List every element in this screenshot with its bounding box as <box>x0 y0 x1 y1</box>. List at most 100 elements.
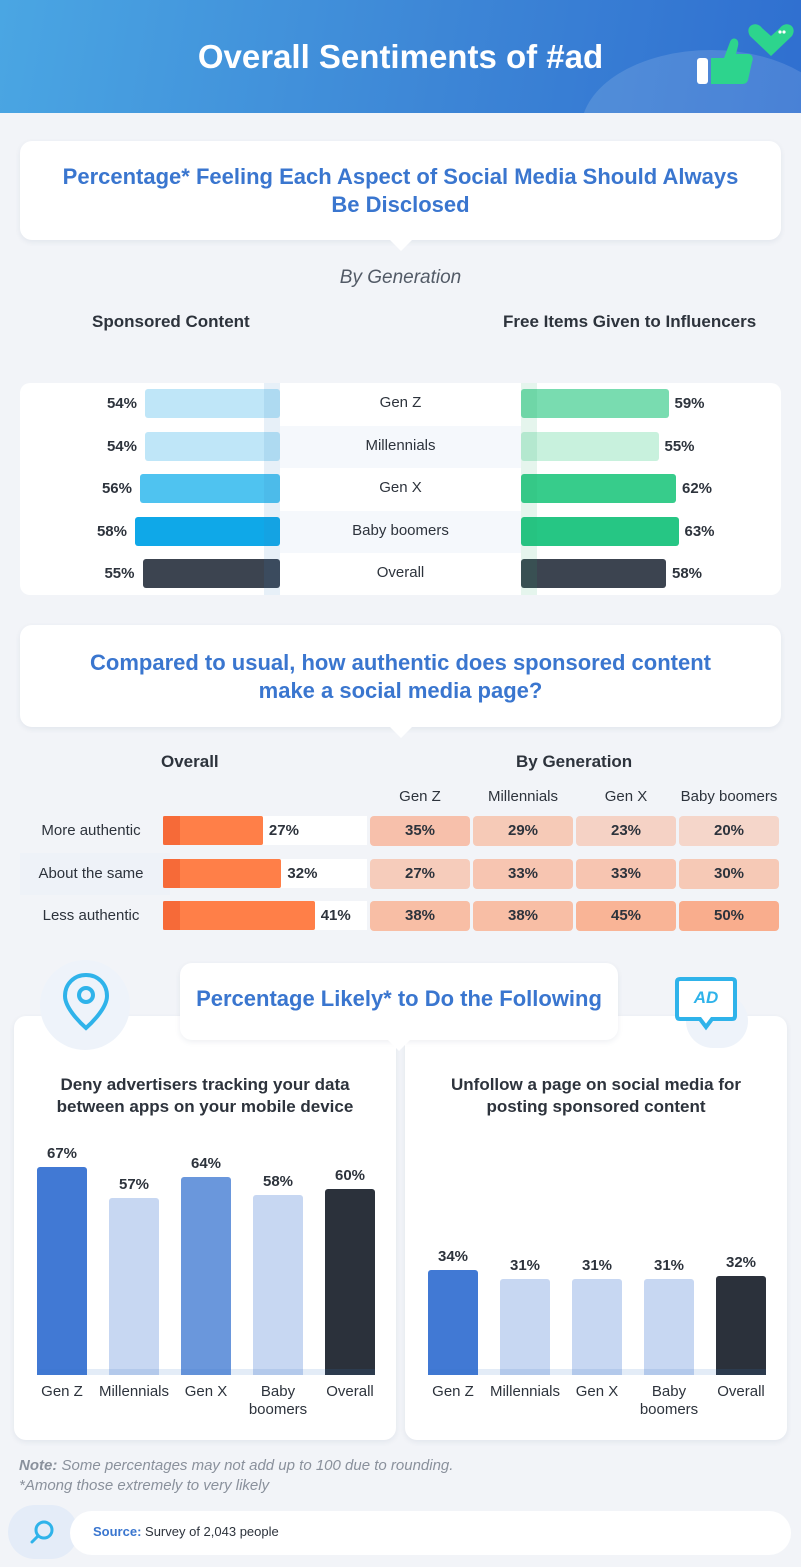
unfollow-category-label: Gen Z <box>432 1383 474 1400</box>
unfollow-bar <box>572 1278 622 1375</box>
overall-value-label: 41% <box>320 907 351 924</box>
asterisk-note: *Among those extremely to very likely <box>19 1477 270 1494</box>
overall-bar <box>163 901 315 930</box>
location-pin-icon <box>62 972 110 1031</box>
free-items-bar <box>521 559 666 588</box>
free-items-value-label: 59% <box>674 395 705 412</box>
deny-category-label: Baby boomers <box>248 1383 308 1418</box>
deny-category-label: Gen X <box>184 1383 228 1400</box>
section1-subtitle: By Generation <box>339 267 462 288</box>
sponsored-bar <box>145 389 280 418</box>
generation-cell: 35% <box>370 816 470 846</box>
page-title: Overall Sentiments of #ad <box>197 38 604 75</box>
deny-value-label: 60% <box>334 1167 366 1184</box>
unfollow-category-label: Baby boomers <box>639 1383 699 1418</box>
by-generation-heading: By Generation <box>516 752 633 771</box>
generation-column-header: Gen Z <box>399 788 441 805</box>
unfollow-value-label: 34% <box>437 1247 469 1265</box>
generation-label: Overall <box>376 564 425 581</box>
right-divider <box>521 383 537 595</box>
generation-cell: 20% <box>679 816 779 846</box>
overall-value-label: 27% <box>268 822 299 839</box>
deny-bar <box>253 1195 303 1375</box>
free-items-value-label: 58% <box>672 565 703 582</box>
row-stripe <box>20 852 170 895</box>
source-label: Source: <box>93 1524 142 1539</box>
overall-bar-edge <box>163 901 180 930</box>
generation-cell: 45% <box>576 901 676 931</box>
generation-cell: 29% <box>473 816 573 846</box>
free-items-bar <box>521 516 679 546</box>
deny-value-label: 58% <box>262 1173 294 1191</box>
section1-title: Percentage* Feeling Each Aspect of Socia… <box>62 164 739 217</box>
free-items-value-label: 55% <box>664 437 695 455</box>
free-items-value-label: 62% <box>682 480 713 497</box>
unfollow-value-label: 31% <box>509 1256 541 1274</box>
section1-callout: Percentage* Feeling Each Aspect of Socia… <box>20 141 781 251</box>
search-icon <box>30 1520 54 1544</box>
authenticity-row-label: Less authentic <box>42 907 140 924</box>
deny-bar <box>109 1198 159 1375</box>
unfollow-bar <box>428 1269 478 1375</box>
note-text: Some percentages may not add up to 100 d… <box>61 1457 454 1474</box>
unfollow-value-label: 31% <box>653 1256 685 1274</box>
generation-column-header: Baby boomers <box>680 788 778 805</box>
unfollow-category-label: Millennials <box>489 1383 561 1400</box>
generation-cell: 38% <box>473 901 573 931</box>
generation-cell: 27% <box>370 858 470 889</box>
overall-bar-edge <box>163 816 180 845</box>
generation-cell: 23% <box>576 816 676 846</box>
sponsored-value-label: 55% <box>104 565 135 582</box>
deny-value-label: 64% <box>190 1154 222 1172</box>
overall-value-label: 32% <box>287 864 318 882</box>
unfollow-value-label: 31% <box>581 1256 613 1274</box>
left-divider <box>264 383 280 595</box>
generation-cell: 33% <box>576 858 676 889</box>
ad-icon-text: AD <box>693 988 719 1007</box>
authenticity-row-label: More authentic <box>41 822 141 839</box>
generation-column-header: Millennials <box>487 788 559 805</box>
deny-bar <box>325 1189 375 1375</box>
deny-category-label: Overall <box>326 1383 374 1400</box>
section3-title: Percentage Likely* to Do the Following <box>196 986 602 1011</box>
section3-callout: Percentage Likely* to Do the Following <box>180 963 618 1051</box>
free-items-bar <box>521 474 676 503</box>
generation-label: Gen Z <box>379 394 422 411</box>
generation-cell: 50% <box>679 901 779 931</box>
header-banner: Overall Sentiments of #ad <box>0 0 801 113</box>
generation-cell: 38% <box>370 901 470 931</box>
deny-bar <box>37 1167 87 1375</box>
unfollow-baseline <box>428 1369 766 1375</box>
sponsored-value-label: 56% <box>101 480 132 497</box>
source-icon-bg <box>8 1505 78 1559</box>
sponsored-bar <box>142 559 280 588</box>
unfollow-category-label: Gen X <box>575 1383 619 1400</box>
generation-cell: 30% <box>679 858 779 889</box>
sponsored-bar <box>135 516 280 546</box>
overall-bar <box>163 816 263 845</box>
sponsored-content-heading: Sponsored Content <box>92 312 250 331</box>
section2-callout: Compared to usual, how authentic does sp… <box>20 625 781 738</box>
ad-speech-bubble-icon <box>675 977 737 1031</box>
sponsored-bar <box>145 431 280 461</box>
unfollow-category-label: Overall <box>717 1383 765 1400</box>
unfollow-title: Unfollow a page on social media for post… <box>451 1075 741 1116</box>
unfollow-panel: Unfollow a page on social media for post… <box>405 1016 787 1440</box>
free-items-value-label: 63% <box>684 522 715 540</box>
free-items-bar <box>521 431 659 461</box>
deny-value-label: 57% <box>118 1176 150 1194</box>
source-line: Source: Survey of 2,043 people <box>93 1524 279 1539</box>
unfollow-value-label: 32% <box>725 1253 757 1271</box>
deny-baseline <box>37 1369 375 1375</box>
generation-label: Millennials <box>365 436 436 454</box>
deny-category-label: Millennials <box>98 1383 170 1400</box>
source-bar <box>70 1511 791 1555</box>
deny-bar <box>181 1176 231 1375</box>
overall-bar-edge <box>163 858 180 888</box>
free-items-heading: Free Items Given to Influencers <box>503 312 757 331</box>
deny-category-label: Gen Z <box>41 1383 83 1400</box>
generation-column-header: Gen X <box>604 788 648 805</box>
unfollow-bar <box>500 1278 550 1375</box>
generation-label: Gen X <box>379 479 422 496</box>
deny-tracking-title: Deny advertisers tracking your data betw… <box>56 1075 354 1116</box>
